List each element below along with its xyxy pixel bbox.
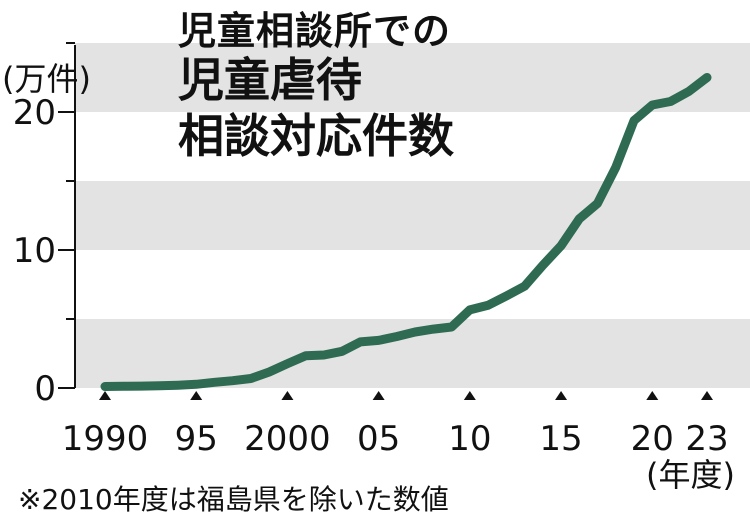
x-tick-label: 05 (357, 419, 400, 459)
x-tick-triangle (281, 391, 294, 400)
title-line-1: 児童相談所での (178, 9, 452, 53)
x-ticks: 1990 95 2000 05 10 15 20 23 (62, 391, 729, 459)
x-tick-label: 10 (448, 419, 491, 459)
x-tick-triangle (646, 391, 659, 400)
x-axis-unit: (年度) (646, 456, 735, 494)
x-tick-triangle (555, 391, 568, 400)
x-tick-label: 15 (539, 419, 582, 459)
y-tick-label: 0 (34, 369, 56, 409)
x-tick-triangle (701, 391, 713, 400)
chart-title: 児童相談所での 児童虐待 相談対応件数 (178, 10, 454, 164)
x-tick-triangle (99, 391, 111, 400)
footnote: ※2010年度は福島県を除いた数値 (18, 483, 449, 516)
x-tick-label: 95 (175, 419, 218, 459)
title-line-3: 相談対応件数 (178, 109, 454, 163)
x-tick-label: 1990 (62, 419, 149, 459)
x-tick-triangle (372, 391, 385, 400)
y-axis-unit: (万件) (2, 60, 91, 98)
y-ticks: 0 10 20 (13, 42, 75, 409)
band-2 (75, 43, 750, 112)
x-tick-label: 20 (631, 419, 674, 459)
series-line (100, 73, 712, 391)
x-tick-label: 23 (685, 419, 728, 459)
y-tick-label: 20 (13, 93, 56, 133)
title-line-2: 児童虐待 (178, 53, 362, 107)
band-1 (75, 181, 750, 250)
x-tick-triangle (190, 391, 203, 400)
x-tick-triangle (463, 391, 476, 400)
y-tick-label: 10 (13, 231, 56, 271)
x-tick-label: 2000 (244, 419, 331, 459)
